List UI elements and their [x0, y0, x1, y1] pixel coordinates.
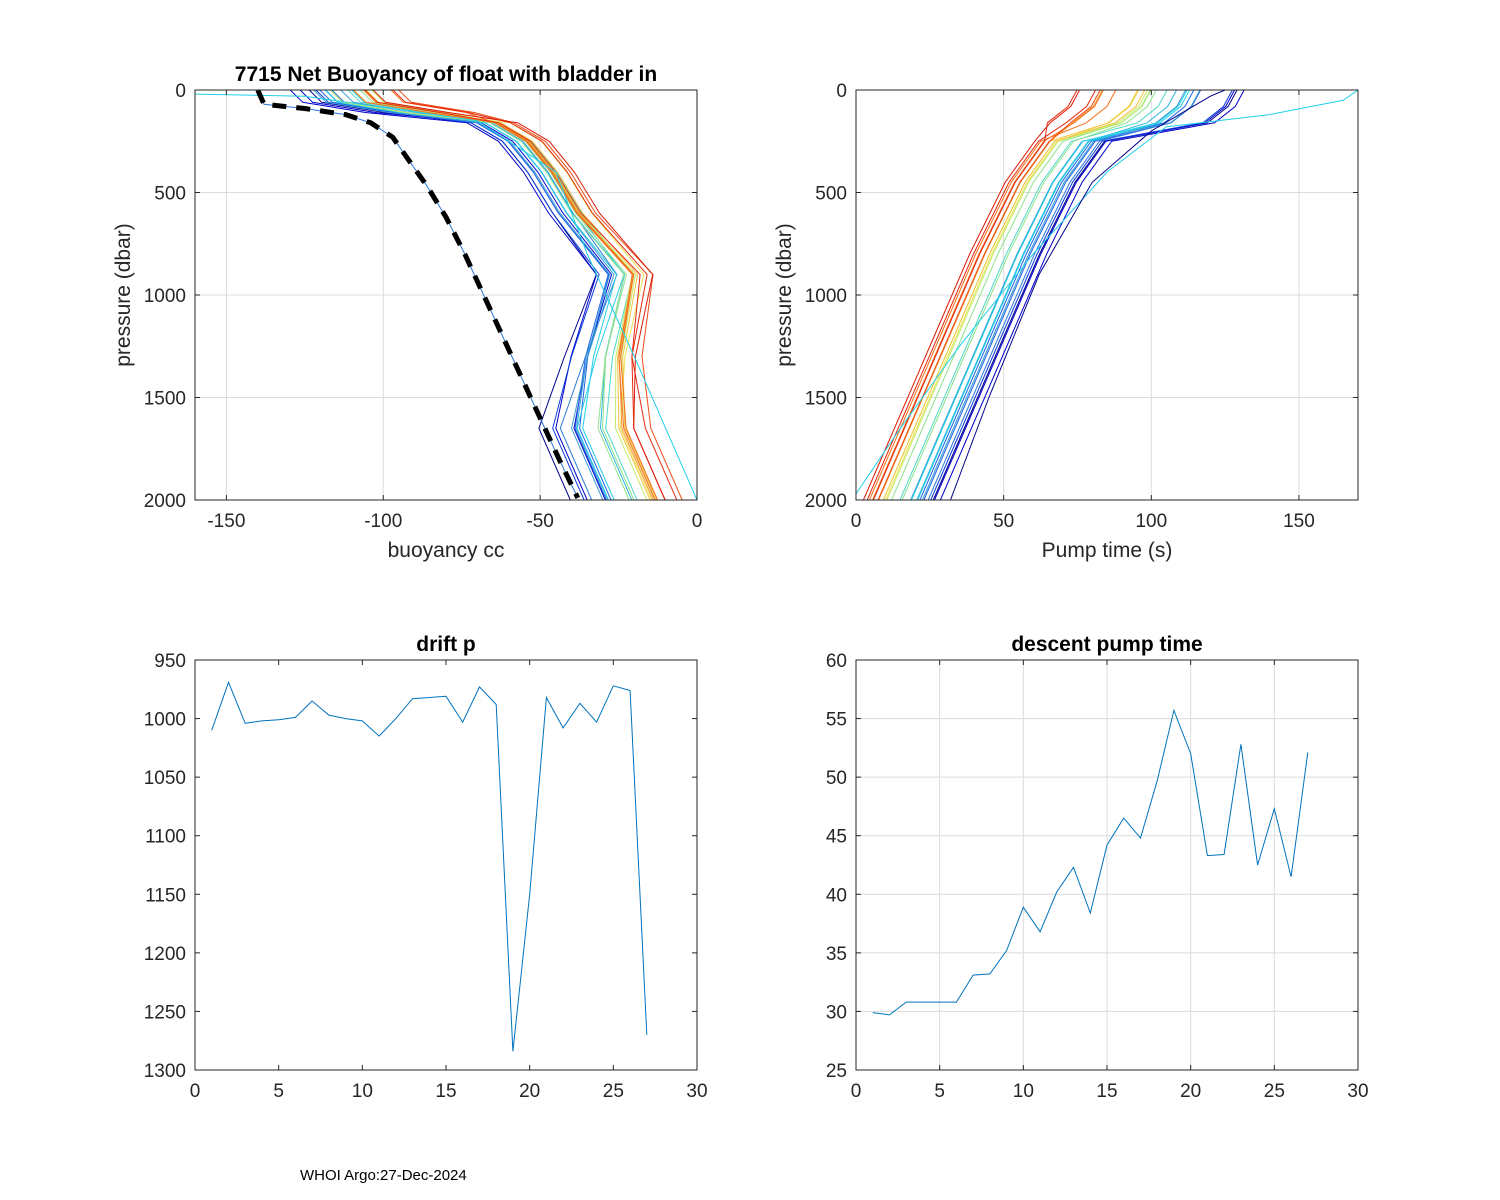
buoyancy-reference-dashed: [255, 90, 581, 499]
pumptime-xtick-label: 150: [1283, 511, 1315, 532]
descentpump-xtick-label: 20: [1180, 1081, 1201, 1102]
pumptime-ylabel: pressure (dbar): [773, 223, 796, 367]
descentpump-ytick-label: 35: [826, 944, 847, 965]
pumptime-profile-line: [919, 90, 1195, 500]
buoyancy-outlier-line: [195, 93, 697, 500]
driftp-ytick-label: 1000: [144, 710, 186, 731]
pumptime-ytick-label: 0: [836, 81, 847, 102]
pumptime-outlier-line: [856, 90, 1358, 495]
buoyancy-profile-line: [352, 90, 659, 500]
driftp-title: drift p: [416, 633, 475, 656]
buoyancy-ylabel: pressure (dbar): [112, 223, 135, 367]
pumptime-profile-line: [917, 90, 1191, 500]
pumptime-profile-line: [868, 90, 1117, 500]
pumptime-xlabel: Pump time (s): [1042, 539, 1173, 562]
driftp-xtick-label: 5: [273, 1081, 284, 1102]
pumptime-profile-line: [886, 90, 1151, 500]
driftp-xtick-label: 20: [519, 1081, 540, 1102]
pumptime-profile-line: [916, 90, 1178, 500]
buoyancy-profile-line: [289, 90, 598, 500]
descentpump-ytick-label: 25: [826, 1061, 847, 1082]
pumptime-profile-line: [939, 90, 1245, 500]
pumptime-profile-line: [862, 90, 1081, 500]
pumptime-profile-line: [934, 90, 1236, 500]
buoyancy-profile-line: [372, 90, 666, 500]
descentpump-xtick-label: 30: [1347, 1081, 1368, 1102]
driftp-ytick-label: 1100: [145, 827, 186, 848]
driftp-xtick-label: 0: [190, 1081, 201, 1102]
descentpump-ytick-label: 30: [826, 1002, 847, 1023]
descentpump-title: descent pump time: [1011, 633, 1202, 656]
buoyancy-xtick-label: -100: [364, 511, 402, 532]
panel-buoyancy: -150 -100 -50 0 0 500 1000 1500 2000 7715 Net Buo…: [112, 63, 702, 562]
driftp-data-layer: [211, 680, 648, 1052]
buoyancy-ytick-label: 1500: [144, 389, 186, 410]
buoyancy-xtick-label: -150: [207, 511, 245, 532]
pumptime-profile-line: [911, 90, 1188, 500]
driftp-xtick-label: 15: [435, 1081, 456, 1102]
driftp-ytick-label: 1200: [144, 944, 186, 965]
pumptime-profile-line: [901, 90, 1157, 500]
driftp-xtick-label: 30: [686, 1081, 707, 1102]
driftp-ytick-label: 1300: [144, 1061, 186, 1082]
descentpump-xtick-label: 10: [1013, 1081, 1034, 1102]
pumptime-profile-line: [872, 90, 1104, 500]
buoyancy-ytick-label: 1000: [144, 286, 186, 307]
panel-descentpump: 0 5 10 15 20 25 30 25 30 35 40 45 50 55 60 descent pump…: [826, 633, 1369, 1102]
pumptime-profile-line: [877, 90, 1101, 500]
buoyancy-profile-line: [347, 90, 638, 500]
descentpump-xtick-label: 5: [934, 1081, 945, 1102]
descentpump-xtick-label: 0: [851, 1081, 862, 1102]
pumptime-dark-line: [950, 90, 1226, 500]
buoyancy-profile-line: [392, 90, 666, 500]
descentpump-ytick-label: 40: [826, 885, 847, 906]
pumptime-profile-line: [930, 90, 1233, 500]
driftp-plot-area: [195, 660, 697, 1070]
pumptime-ytick-label: 2000: [805, 491, 847, 512]
pumptime-profile-line: [899, 90, 1168, 500]
pumptime-profile-line: [882, 90, 1146, 500]
descentpump-data-layer: [872, 708, 1309, 1016]
pumptime-ytick-label: 500: [815, 184, 847, 205]
pumptime-data-layer: [856, 90, 1358, 500]
descentpump-ytick-label: 45: [826, 827, 847, 848]
descentpump-ytick-label: 60: [826, 651, 847, 672]
buoyancy-xtick-label: 0: [692, 511, 703, 532]
pumptime-profile-line: [866, 90, 1097, 500]
descentpump-series-line: [872, 708, 1309, 1016]
descentpump-ytick-label: 50: [826, 768, 847, 789]
pumptime-xtick-label: 50: [993, 511, 1014, 532]
pumptime-ytick-label: 1500: [805, 389, 847, 410]
buoyancy-xtick-label: -50: [526, 511, 553, 532]
footer-timestamp: WHOI Argo:27-Dec-2024: [300, 1167, 467, 1184]
buoyancy-ytick-label: 500: [154, 184, 186, 205]
panel-driftp: 0 5 10 15 20 25 30 950 1000 1050 1100 1150 1200 1250 1…: [144, 633, 708, 1102]
driftp-ytick-label: 950: [154, 651, 186, 672]
descentpump-ytick-label: 55: [826, 710, 847, 731]
buoyancy-title: 7715 Net Buoyancy of float with bladder …: [235, 63, 657, 86]
pumptime-ytick-label: 1000: [805, 286, 847, 307]
driftp-xtick-label: 25: [603, 1081, 624, 1102]
buoyancy-ytick-label: 2000: [144, 491, 186, 512]
pumptime-profile-line: [885, 90, 1138, 500]
pumptime-xtick-label: 0: [851, 511, 862, 532]
pumptime-profile-line: [872, 90, 1078, 500]
buoyancy-data-layer: [195, 90, 697, 500]
pumptime-xtick-label: 100: [1135, 511, 1167, 532]
buoyancy-ytick-label: 0: [175, 81, 186, 102]
driftp-ytick-label: 1250: [144, 1002, 186, 1023]
buoyancy-xlabel: buoyancy cc: [388, 539, 505, 562]
driftp-series-line: [211, 680, 648, 1052]
pumptime-profile-line: [921, 90, 1187, 500]
descentpump-xtick-label: 25: [1264, 1081, 1285, 1102]
pumptime-profile-line: [932, 90, 1238, 500]
driftp-ytick-label: 1050: [144, 768, 186, 789]
driftp-ytick-label: 1150: [145, 885, 186, 906]
descentpump-xtick-label: 15: [1096, 1081, 1117, 1102]
driftp-xtick-label: 10: [352, 1081, 373, 1102]
